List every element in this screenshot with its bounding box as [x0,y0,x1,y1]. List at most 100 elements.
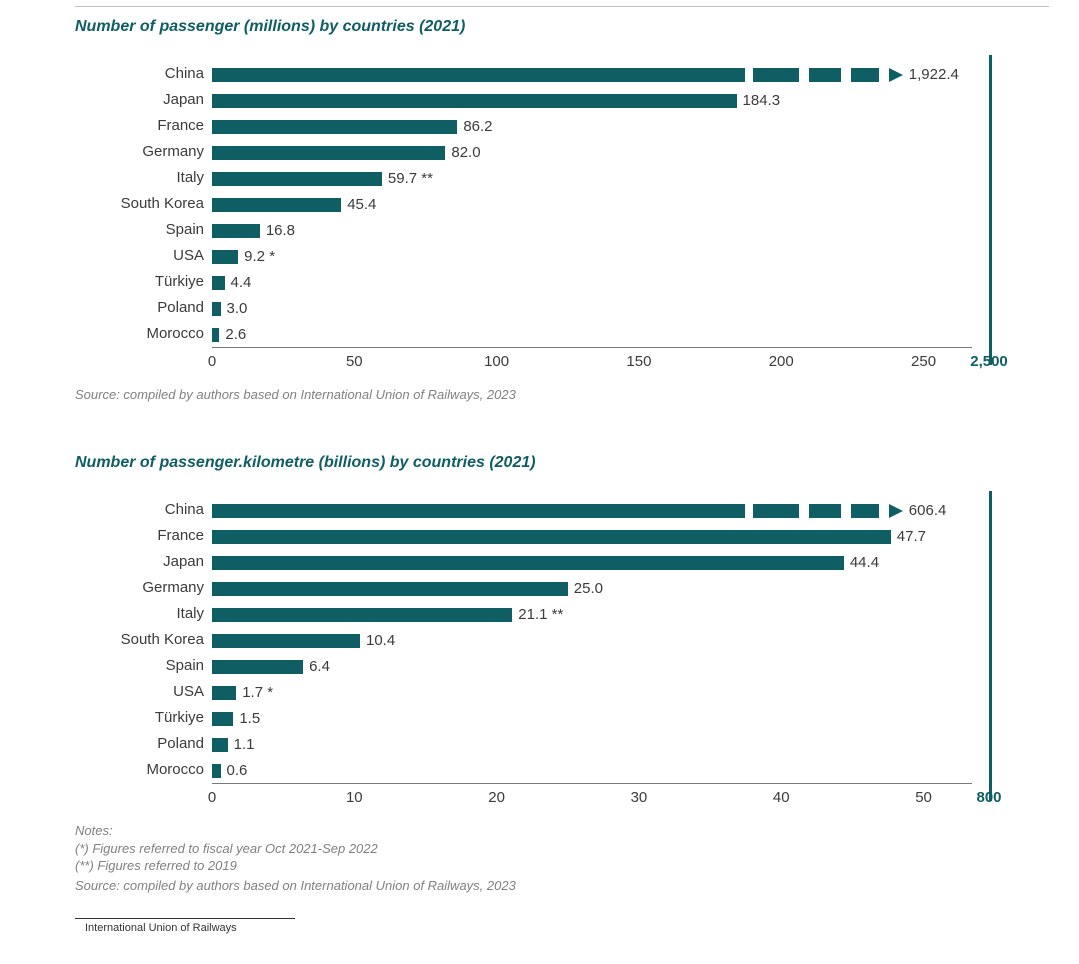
chart2-value-label: 1.7 * [242,684,273,701]
chart1-category-label: Italy [176,169,204,186]
chart2-category-label: South Korea [121,631,204,648]
chart1-value-label: 86.2 [463,118,492,135]
chart1-source: Source: compiled by authors based on Int… [75,386,516,404]
chart2-bar [212,556,844,570]
chart2-bar [212,764,221,778]
chart1-value-label: 59.7 ** [388,170,433,187]
chart2-category-label: Türkiye [155,709,204,726]
chart2-value-label: 6.4 [309,658,330,675]
chart2-source: Source: compiled by authors based on Int… [75,877,516,895]
chart2-bar [212,686,236,700]
chart2-tick: 30 [631,789,648,806]
chart1-value-label: 9.2 * [244,248,275,265]
chart1-value-label: 4.4 [231,274,252,291]
top-rule [75,6,1049,7]
chart2-category-label: USA [173,683,204,700]
chart1-tick-end: 2,500 [970,353,1008,370]
footnote-rule [75,918,295,919]
chart1-bar-dash [809,68,841,82]
chart1-value-label: 3.0 [227,300,248,317]
chart1-bar [212,302,221,316]
chart2-category-label: Poland [157,735,204,752]
chart1-bar [212,120,457,134]
chart1-bar [212,68,745,82]
chart1-tick: 100 [484,353,509,370]
chart2-notes: Notes: (*) Figures referred to fiscal ye… [75,822,378,875]
chart2-tick: 0 [208,789,216,806]
chart2-bar [212,634,360,648]
chart2-bar-dash [753,504,799,518]
notes-line-1: (*) Figures referred to fiscal year Oct … [75,840,378,858]
chart1-value-label: 82.0 [451,144,480,161]
chart1-category-label: USA [173,247,204,264]
chart1-bar [212,224,260,238]
chart1-category-label: Japan [163,91,204,108]
chart2-plot: 01020304050800606.447.744.425.021.1 **10… [212,491,992,801]
chart1-tick: 50 [346,353,363,370]
notes-line-2: (**) Figures referred to 2019 [75,857,378,875]
chart2-value-label: 1.1 [234,736,255,753]
chart1-category-label: Spain [166,221,204,238]
chart1-bar-dash [851,68,879,82]
chart2-axis-end [989,491,992,801]
chart1-tick: 150 [626,353,651,370]
chart2-bar [212,738,228,752]
chart1-value-label: 16.8 [266,222,295,239]
chart2-tick: 20 [488,789,505,806]
chart1-bar-dash [753,68,799,82]
notes-heading: Notes: [75,822,378,840]
chart1-bar [212,94,737,108]
chart1-axis-end [989,55,992,365]
chart2-baseline [212,783,972,784]
chart2-bar [212,712,233,726]
chart2-bar [212,582,568,596]
chart2-tick: 10 [346,789,363,806]
chart1-tick: 0 [208,353,216,370]
chart2-bar [212,660,303,674]
chart2-value-label: 1.5 [239,710,260,727]
chart1-category-label: France [157,117,204,134]
chart2-bar [212,530,891,544]
chart2-bar-dash [851,504,879,518]
chart2-value-label: 44.4 [850,554,879,571]
chart2-category-label: Morocco [146,761,204,778]
chart1-tick: 250 [911,353,936,370]
chart1-plot: 0501001502002502,5001,922.4184.386.282.0… [212,55,992,365]
chart1-bar [212,328,219,342]
chart2-bar [212,504,745,518]
chart2-category-label: Italy [176,605,204,622]
chart2-value-label: 0.6 [227,762,248,779]
chart1-category-label: Poland [157,299,204,316]
chart2-tick: 50 [915,789,932,806]
chart1-category-label: South Korea [121,195,204,212]
chart2-value-label: 21.1 ** [518,606,563,623]
chart2-category-label: China [165,501,204,518]
chart1-bar [212,250,238,264]
chart2-category-label: Germany [142,579,204,596]
chart1-value-label: 184.3 [743,92,781,109]
chart1-value-label: 1,922.4 [909,66,959,83]
chart1-value-label: 45.4 [347,196,376,213]
chart2-category-label: Spain [166,657,204,674]
chart1-category-label: China [165,65,204,82]
chart2-category-label: France [157,527,204,544]
chart2-bar-arrow [889,504,903,518]
chart1-bar [212,146,445,160]
chart1-bar-arrow [889,68,903,82]
chart2-tick-end: 800 [976,789,1001,806]
chart1-bar [212,198,341,212]
chart1-bar [212,172,382,186]
chart1-category-label: Germany [142,143,204,160]
chart2-value-label: 25.0 [574,580,603,597]
chart1-bar [212,276,225,290]
chart2-category-label: Japan [163,553,204,570]
chart2-bar-dash [809,504,841,518]
chart1-category-label: Morocco [146,325,204,342]
footnote-text: International Union of Railways [85,922,237,934]
chart1-baseline [212,347,972,348]
chart2-bar [212,608,512,622]
chart2-tick: 40 [773,789,790,806]
chart1-value-label: 2.6 [225,326,246,343]
chart1-title: Number of passenger (millions) by countr… [75,18,465,36]
chart1-tick: 200 [769,353,794,370]
